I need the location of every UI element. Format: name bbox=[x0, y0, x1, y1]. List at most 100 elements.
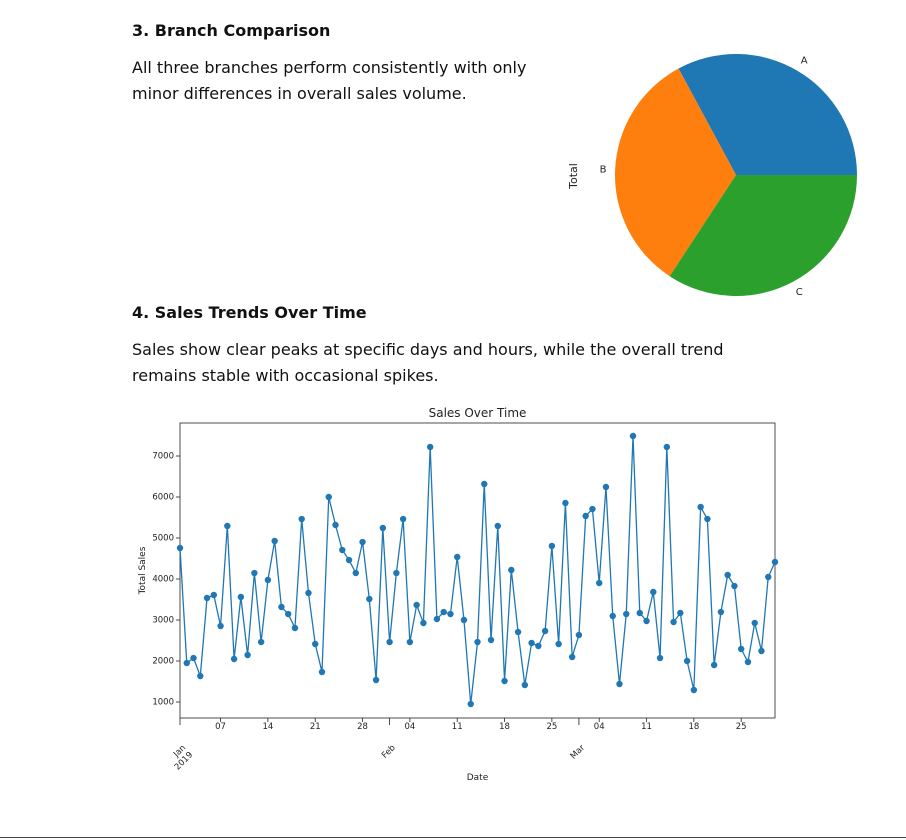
plot-frame bbox=[179, 422, 776, 719]
point bbox=[616, 680, 623, 688]
point bbox=[257, 638, 265, 646]
y-axis-label: Total bbox=[567, 163, 580, 190]
point bbox=[670, 618, 677, 626]
x-tick-label: 04 bbox=[594, 722, 605, 732]
x-tick-label: 25 bbox=[736, 722, 747, 732]
point bbox=[623, 610, 630, 618]
point bbox=[508, 566, 515, 574]
point bbox=[663, 443, 671, 451]
point bbox=[224, 522, 231, 530]
y-tick-label: 5000 bbox=[152, 534, 174, 544]
point bbox=[501, 677, 508, 685]
point bbox=[744, 658, 752, 666]
point bbox=[386, 638, 393, 646]
point bbox=[217, 622, 224, 630]
section-heading: 4. Sales Trends Over Time bbox=[132, 303, 367, 322]
x-tick-label: 11 bbox=[641, 722, 652, 732]
point bbox=[765, 573, 772, 581]
point bbox=[494, 522, 501, 530]
pie-slice bbox=[669, 175, 857, 296]
point bbox=[183, 659, 190, 667]
pie-slice bbox=[615, 68, 736, 277]
point bbox=[237, 593, 245, 601]
pie-slice bbox=[678, 53, 858, 175]
point bbox=[697, 503, 704, 511]
point bbox=[636, 609, 643, 617]
point bbox=[643, 617, 650, 625]
x-tick-label: 04 bbox=[404, 722, 415, 732]
point bbox=[460, 616, 468, 624]
point bbox=[467, 700, 474, 708]
point bbox=[474, 638, 481, 646]
x-tick-label: 18 bbox=[688, 722, 699, 732]
y-tick-label: 4000 bbox=[152, 575, 174, 585]
point bbox=[751, 619, 758, 627]
point bbox=[284, 610, 292, 618]
y-tick-label: 2000 bbox=[152, 657, 174, 667]
point bbox=[629, 432, 637, 440]
point bbox=[487, 636, 495, 644]
x-tick-label: 14 bbox=[262, 722, 273, 732]
x-tick-label: 07 bbox=[215, 722, 226, 732]
point bbox=[481, 480, 488, 488]
point bbox=[528, 639, 535, 647]
point bbox=[568, 653, 576, 661]
point bbox=[717, 608, 725, 616]
point bbox=[521, 681, 529, 689]
point bbox=[575, 631, 583, 639]
point bbox=[555, 640, 562, 648]
slice-label: A bbox=[801, 56, 808, 67]
section-heading: 3. Branch Comparison bbox=[132, 21, 331, 40]
point bbox=[176, 544, 184, 552]
point bbox=[305, 589, 312, 597]
y-tick-label: 7000 bbox=[152, 452, 174, 462]
point bbox=[548, 542, 556, 550]
point bbox=[656, 654, 664, 662]
point bbox=[771, 558, 779, 566]
point bbox=[264, 576, 272, 584]
point bbox=[291, 624, 299, 632]
point bbox=[589, 505, 596, 513]
paragraph: All three branches perform consistently … bbox=[132, 58, 527, 103]
point bbox=[731, 582, 738, 590]
point bbox=[251, 569, 258, 577]
x-tick-label: 28 bbox=[357, 722, 368, 732]
point bbox=[318, 668, 326, 676]
point bbox=[345, 556, 353, 564]
x-tick-label: 18 bbox=[499, 722, 510, 732]
point bbox=[690, 686, 698, 694]
y-axis-label: Total Sales bbox=[138, 546, 148, 595]
point bbox=[440, 608, 447, 616]
point bbox=[210, 591, 218, 599]
point bbox=[582, 512, 589, 520]
point bbox=[352, 569, 359, 577]
point bbox=[332, 521, 339, 529]
point bbox=[379, 524, 387, 532]
point bbox=[433, 615, 441, 623]
point bbox=[602, 483, 610, 491]
point bbox=[677, 609, 684, 617]
x-tick-label: 25 bbox=[546, 722, 557, 732]
point bbox=[420, 619, 427, 627]
point bbox=[339, 546, 346, 554]
point bbox=[399, 515, 407, 523]
point bbox=[298, 515, 305, 523]
slice-label: C bbox=[796, 287, 803, 298]
point bbox=[454, 553, 461, 561]
y-tick-label: 6000 bbox=[152, 493, 174, 503]
point bbox=[514, 628, 522, 636]
point bbox=[230, 655, 238, 663]
point bbox=[710, 661, 718, 669]
point bbox=[535, 642, 542, 650]
point bbox=[426, 443, 434, 451]
point bbox=[413, 601, 420, 609]
point bbox=[372, 676, 380, 684]
x-tick-label: Feb bbox=[380, 743, 398, 761]
rule bbox=[0, 837, 906, 838]
point bbox=[271, 537, 278, 545]
x-tick-label: Mar bbox=[569, 743, 588, 762]
point bbox=[366, 595, 373, 603]
point bbox=[359, 538, 366, 546]
point bbox=[325, 493, 332, 501]
point bbox=[541, 627, 549, 635]
